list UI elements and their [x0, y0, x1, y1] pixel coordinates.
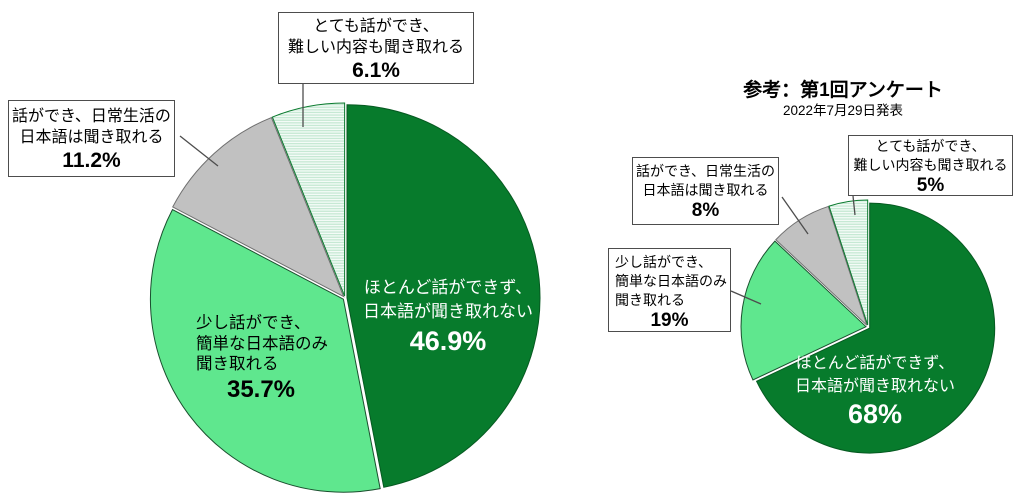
- callout-line: 聞き取れる: [615, 292, 685, 308]
- pie-0-slice-2: [172, 116, 345, 298]
- callout-very-able-right: とても話ができ、 難しい内容も聞き取れる 5%: [848, 135, 1013, 196]
- pie-1-slice-2: [775, 205, 868, 326]
- callout-line: 難しい内容も聞き取れる: [853, 157, 1008, 173]
- slice-label-line: 簡単な日本語のみ: [196, 334, 328, 353]
- callout-line: 話ができ、日常生活の: [12, 108, 171, 125]
- slice-label-value: 46.9%: [409, 326, 487, 356]
- callout-value: 5%: [916, 175, 945, 196]
- pie-0-slice-0: [346, 104, 541, 488]
- callout-daily-life-left: 話ができ、日常生活の 日本語は聞き取れる 11.2%: [8, 100, 175, 177]
- slice-label-value: 35.7%: [226, 375, 296, 403]
- leader-line-3: [852, 195, 856, 216]
- callout-value: 19%: [650, 310, 689, 331]
- callout-line: 少し話ができ、: [615, 254, 713, 270]
- callout-line: とても話ができ、: [313, 18, 439, 35]
- pie-1-slice-1: [740, 240, 867, 381]
- callout-line: とても話ができ、: [875, 138, 986, 154]
- callout-simple-japanese-right: 少し話ができ、 簡単な日本語のみ 聞き取れる 19%: [608, 248, 731, 332]
- slice-label-simple-japanese-left: 少し話ができ、 簡単な日本語のみ 聞き取れる 35.7%: [196, 313, 338, 404]
- slice-label-line: ほとんど話ができず、: [795, 355, 955, 372]
- slice-label-line: 少し話ができ、: [196, 314, 311, 332]
- callout-value: 6.1%: [352, 59, 400, 82]
- callout-line: 難しい内容も聞き取れる: [287, 39, 464, 56]
- leader-line-2: [781, 196, 809, 235]
- pie-1-slice-3: [828, 199, 869, 326]
- callout-value: 11.2%: [62, 149, 121, 172]
- callout-line: 話ができ、日常生活の: [635, 163, 776, 179]
- callout-value: 8%: [691, 200, 720, 221]
- slice-label-value: 68%: [847, 399, 903, 429]
- reference-chart-subtitle: 2022年7月29日発表: [782, 103, 904, 118]
- slice-label-mostly-unable-right: ほとんど話ができず、 日本語が聞き取れない 68%: [775, 352, 975, 430]
- callout-daily-life-right: 話ができ、日常生活の 日本語は聞き取れる 8%: [632, 157, 779, 225]
- slice-label-line: ほとんど話ができず、: [363, 278, 533, 297]
- pie-0-slice-3: [271, 102, 346, 297]
- pie-0-slice-1: [149, 208, 381, 493]
- leader-line-4: [730, 290, 762, 305]
- leader-line-1: [179, 135, 219, 167]
- slice-label-line: 日本語が聞き取れない: [363, 302, 533, 321]
- pie-1-slice-0: [755, 202, 996, 454]
- slice-label-mostly-unable-left: ほとんど話ができず、 日本語が聞き取れない 46.9%: [352, 276, 544, 357]
- slice-label-line: 日本語が聞き取れない: [794, 378, 955, 395]
- callout-line: 簡単な日本語のみ: [615, 273, 727, 289]
- callout-line: 日本語は聞き取れる: [642, 182, 769, 198]
- slice-label-line: 聞き取れる: [196, 355, 279, 373]
- callout-very-able-left: とても話ができ、 難しい内容も聞き取れる 6.1%: [278, 12, 474, 84]
- reference-chart-title: 参考：第1回アンケート: [743, 80, 943, 101]
- callout-line: 日本語は聞き取れる: [19, 129, 164, 146]
